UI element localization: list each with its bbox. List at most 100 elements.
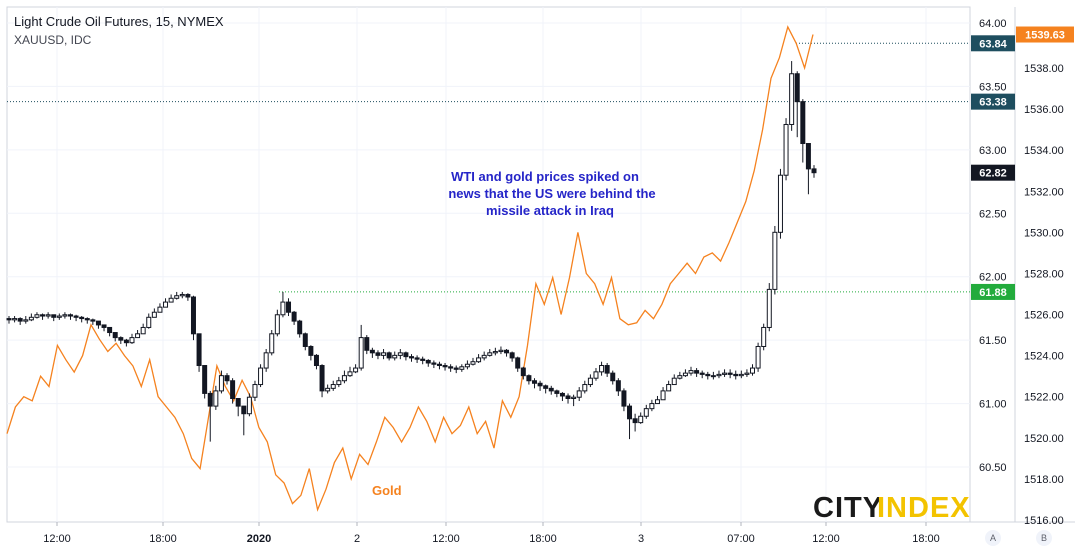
- candle: [464, 360, 470, 370]
- candle-body: [531, 380, 537, 384]
- candle: [789, 61, 795, 131]
- oil-axis-tick-label: 62.00: [979, 272, 1007, 284]
- candle: [129, 333, 135, 344]
- candle: [632, 413, 638, 432]
- candle: [794, 71, 800, 138]
- candle-body: [526, 375, 532, 382]
- oil-price-axis[interactable]: 64.00 63.50 63.00 62.50 62.00 61.50 61.00 60.50: [979, 18, 1007, 474]
- candle: [481, 351, 487, 361]
- candle: [241, 405, 247, 436]
- candle-body: [420, 358, 426, 361]
- candle-body: [487, 352, 493, 356]
- candle: [101, 324, 107, 332]
- candle-body: [682, 372, 688, 377]
- candle: [353, 364, 359, 374]
- candle: [587, 374, 593, 388]
- auto-scale-button-bg[interactable]: [985, 530, 1001, 546]
- oil-axis-tick-label: 64.00: [979, 18, 1007, 30]
- annotation-line-2: news that the US were behind the: [448, 186, 655, 201]
- candle: [682, 369, 688, 377]
- candle: [364, 335, 370, 355]
- candle-body: [649, 403, 655, 410]
- candle: [800, 99, 806, 163]
- gold-price-axis[interactable]: 1538.00 1536.00 1534.00 1532.00 1530.00 1528.…: [1024, 63, 1064, 527]
- candle-body: [442, 365, 448, 368]
- candle: [168, 294, 174, 303]
- candle-body: [554, 390, 560, 394]
- candle-body: [269, 333, 275, 354]
- log-scale-button-label[interactable]: B: [1041, 533, 1047, 543]
- candle-body: [112, 332, 118, 339]
- oil-axis-tick-label: 61.00: [979, 399, 1007, 411]
- oil-axis-tick-label: 63.00: [979, 145, 1007, 157]
- candle: [397, 349, 403, 360]
- candle: [246, 393, 252, 417]
- candle-body: [185, 293, 191, 298]
- level-badge-bg: [971, 93, 1015, 110]
- candle: [436, 361, 442, 370]
- gold-last-badge: 1539.63: [1016, 26, 1074, 43]
- candle-body: [414, 357, 420, 360]
- candle: [118, 336, 124, 344]
- candle: [286, 298, 292, 317]
- gold-series: [6, 25, 814, 512]
- candle-body: [40, 314, 46, 317]
- time-axis-tick-label: 12:00: [812, 533, 840, 545]
- auto-scale-button-label[interactable]: A: [990, 533, 996, 543]
- candle-body: [34, 314, 40, 318]
- time-axis[interactable]: 12:00 18:00 2020 2 12:00 18:00 3 07:00 12:00 18:0…: [43, 522, 940, 545]
- auto-scale-button[interactable]: A: [985, 530, 1001, 546]
- candle: [190, 295, 196, 341]
- candle: [694, 368, 700, 377]
- candle-body: [163, 301, 169, 308]
- candle-body: [789, 73, 795, 125]
- candle: [157, 303, 163, 313]
- candle-body: [722, 372, 728, 375]
- candle: [777, 168, 783, 239]
- candle: [45, 312, 51, 319]
- candle-body: [699, 372, 705, 375]
- candle: [593, 368, 599, 381]
- candle-body: [688, 370, 694, 374]
- candle: [392, 351, 398, 361]
- candle: [358, 324, 364, 371]
- candle: [313, 354, 319, 370]
- candle: [610, 370, 616, 385]
- candle-body: [766, 288, 772, 328]
- candle-body: [330, 384, 336, 389]
- candle: [336, 376, 342, 388]
- candle-body: [179, 293, 185, 297]
- candle-body: [587, 377, 593, 386]
- candle-body: [325, 387, 331, 392]
- candle: [666, 380, 672, 392]
- candle: [727, 369, 733, 379]
- candle-body: [548, 387, 554, 392]
- log-scale-button-bg[interactable]: [1036, 530, 1052, 546]
- candle-body: [67, 314, 73, 317]
- candle: [722, 369, 728, 377]
- gold-line: [6, 25, 814, 512]
- candle-body: [811, 168, 817, 174]
- candle-body: [79, 316, 85, 320]
- candle-body: [280, 301, 286, 316]
- candle-body: [800, 101, 806, 145]
- candle-body: [84, 318, 90, 321]
- gold-axis-tick-label: 1518.00: [1024, 474, 1064, 486]
- candle-body: [386, 352, 392, 359]
- candle: [654, 395, 660, 405]
- gold-axis-tick-label: 1520.00: [1024, 433, 1064, 445]
- candle: [750, 364, 756, 376]
- candle: [627, 403, 633, 440]
- plot-area[interactable]: [6, 6, 971, 523]
- candle: [520, 366, 526, 380]
- candle: [744, 369, 750, 377]
- candle: [543, 384, 549, 394]
- candle: [448, 364, 454, 372]
- candle-body: [436, 363, 442, 367]
- oil-axis-tick-label: 63.50: [979, 81, 1007, 93]
- log-scale-button[interactable]: B: [1036, 530, 1052, 546]
- candle-body: [453, 367, 459, 370]
- candle-body: [190, 296, 196, 335]
- candle-body: [308, 345, 314, 356]
